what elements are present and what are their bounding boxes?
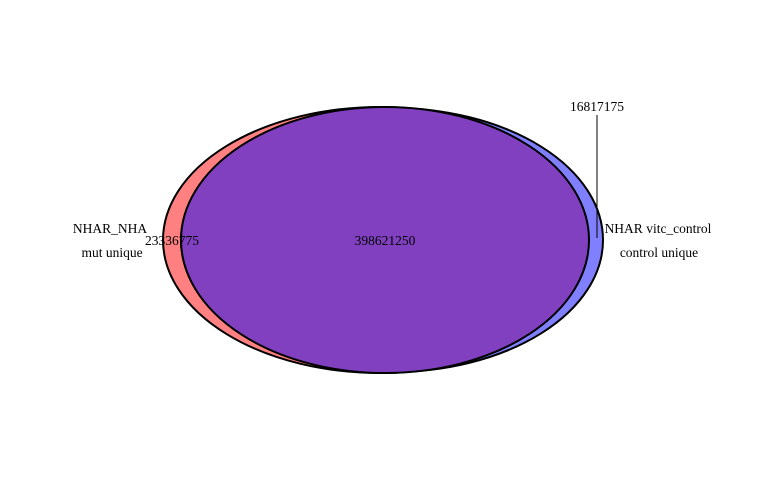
set-b-label-line2: control unique xyxy=(620,245,698,260)
set-a-label-line2: mut unique xyxy=(81,245,142,260)
overlap-region xyxy=(180,106,590,374)
set-a-label-line1: NHAR_NHA xyxy=(73,221,148,236)
set-b-label-line1: NHAR vitc_control xyxy=(605,221,712,236)
set-b-unique-count: 16817175 xyxy=(570,99,624,114)
set-a-unique-count: 23336775 xyxy=(145,233,199,248)
overlap-count: 398621250 xyxy=(355,233,416,248)
